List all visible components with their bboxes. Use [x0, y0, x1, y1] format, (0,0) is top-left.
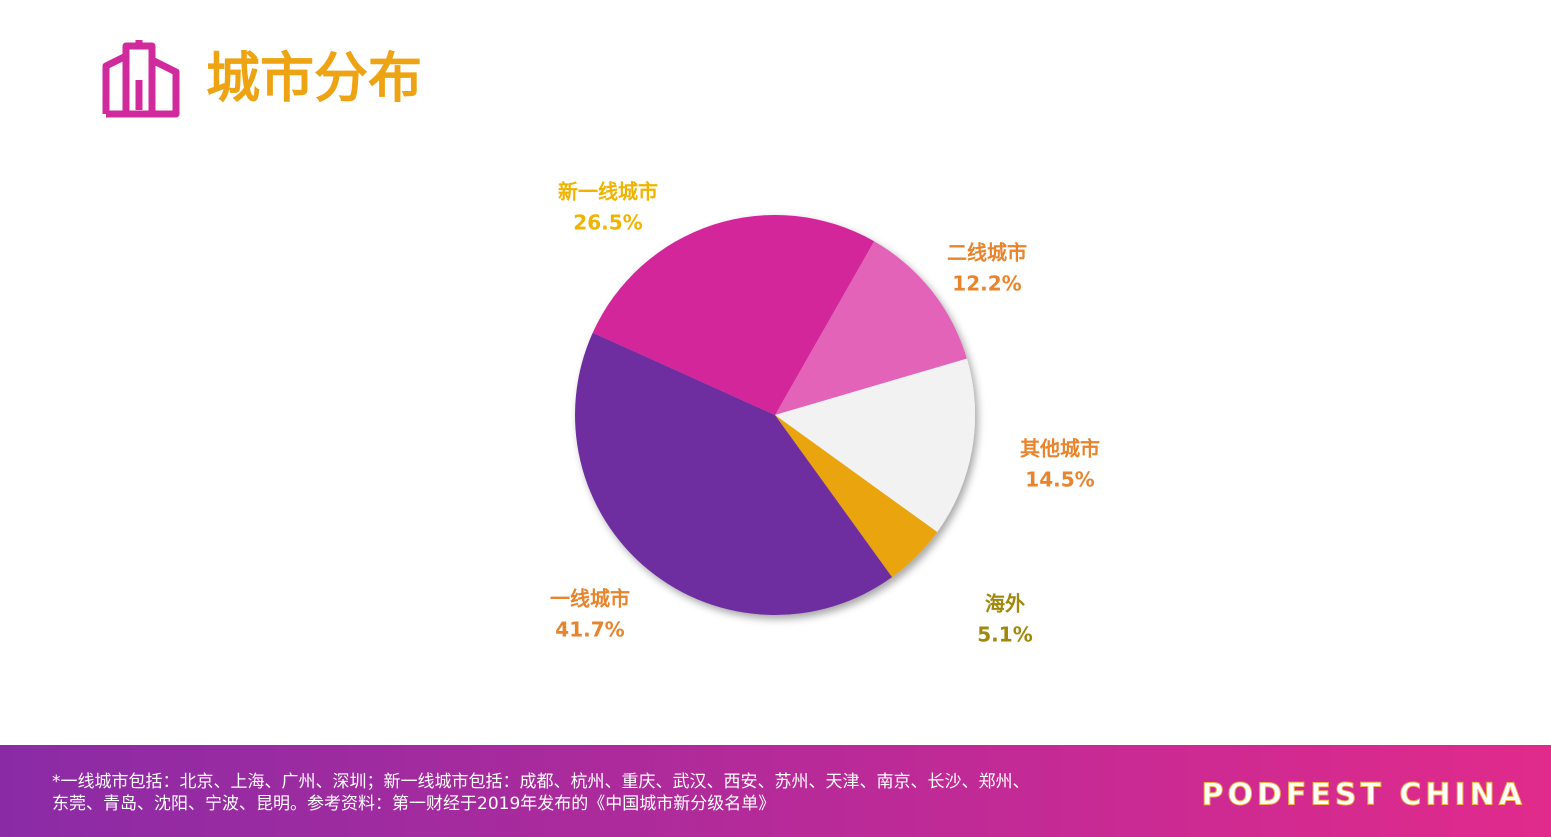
pie-slice: [775, 241, 967, 415]
title-icon: [102, 40, 180, 118]
slice-category: 新一线城市: [558, 180, 658, 204]
slice-category: 二线城市: [947, 241, 1027, 265]
brand: PODFEST CHINA: [1201, 778, 1526, 813]
footer-band: [0, 745, 1551, 837]
slice-value-label: 26.5%: [573, 211, 642, 235]
slice-value-label: 14.5%: [1025, 468, 1094, 492]
slice-value-label: 41.7%: [555, 618, 624, 642]
pie: [574, 215, 975, 616]
slice-category: 一线城市: [550, 587, 630, 611]
slice-value-label: 5.1%: [977, 623, 1032, 647]
title: 城市分布: [206, 47, 422, 110]
pie-slice: [775, 358, 975, 533]
footnote: 东莞、青岛、沈阳、宁波、昆明。参考资料：第一财经于2019年发布的《中国城市新分…: [52, 794, 775, 814]
slice-value-label: 12.2%: [952, 272, 1021, 296]
slice-category: 其他城市: [1020, 437, 1100, 461]
pie-slice: [775, 415, 938, 578]
pie-slice: [592, 215, 875, 415]
pie-slice: [574, 332, 893, 616]
slice-category: 海外: [985, 592, 1025, 616]
footnote: *一线城市包括：北京、上海、广州、深圳；新一线城市包括：成都、杭州、重庆、武汉、…: [52, 772, 1030, 792]
